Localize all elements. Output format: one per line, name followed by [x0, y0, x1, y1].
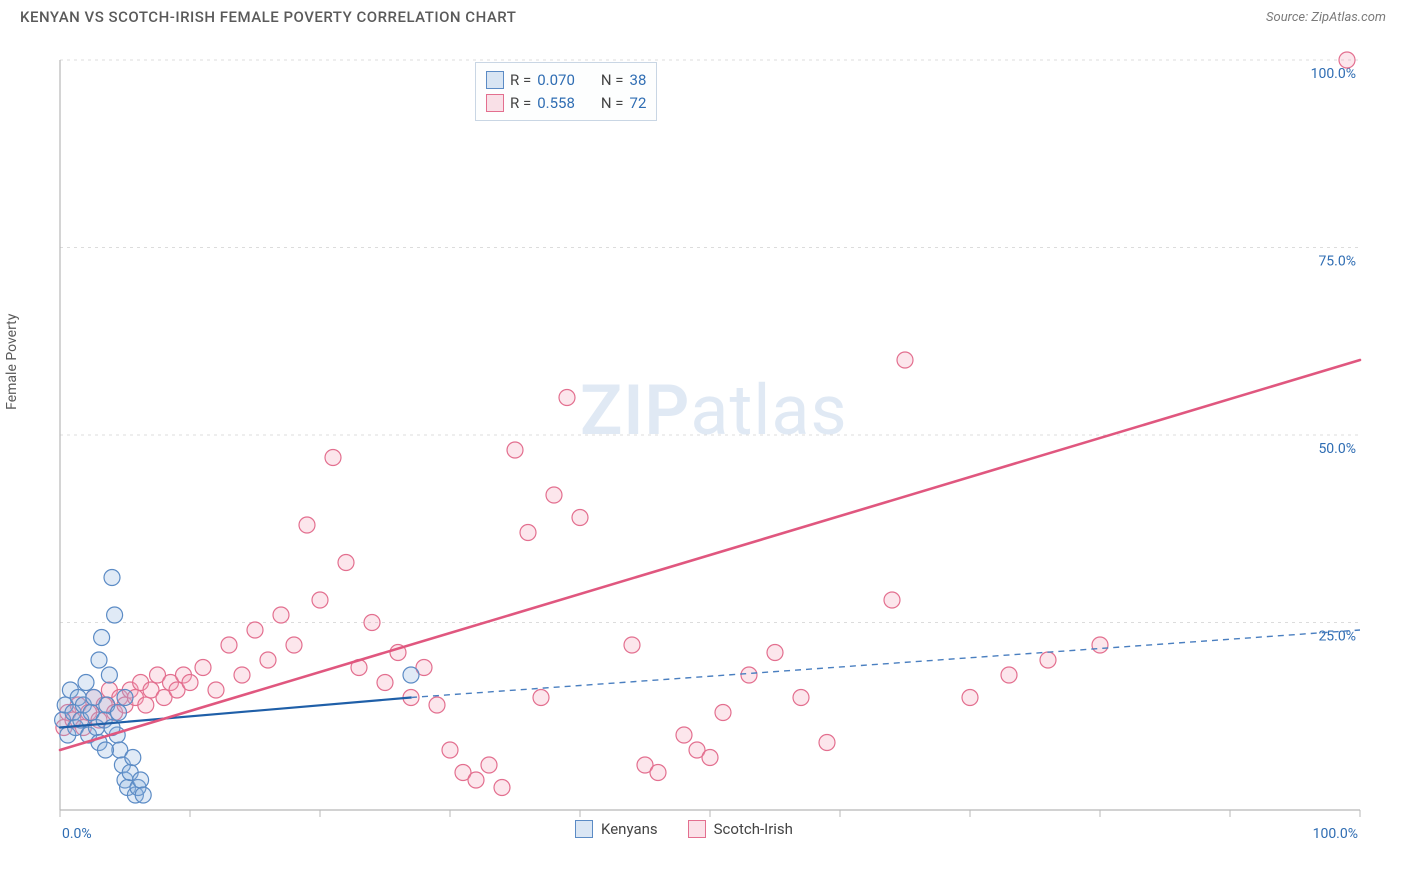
stats-legend: R = 0.070 N = 38 R = 0.558 N = 72: [475, 62, 657, 121]
n-value: 72: [630, 92, 647, 115]
legend-label: Kenyans: [601, 820, 658, 838]
svg-text:100.0%: 100.0%: [1311, 66, 1356, 82]
legend-item-scotch-irish: Scotch-Irish: [688, 820, 793, 838]
series-legend: Kenyans Scotch-Irish: [575, 820, 793, 838]
stats-row-scotch-irish: R = 0.558 N = 72: [486, 92, 646, 115]
scatter-chart: 25.0% 50.0% 75.0% 100.0% 0.0% 100.0%: [20, 40, 1386, 860]
page-title: KENYAN VS SCOTCH-IRISH FEMALE POVERTY CO…: [20, 8, 516, 26]
svg-text:75.0%: 75.0%: [1318, 254, 1356, 270]
legend-label: Scotch-Irish: [714, 820, 793, 838]
legend-swatch: [575, 820, 593, 838]
legend-swatch: [486, 71, 504, 89]
r-label: R =: [510, 92, 531, 115]
svg-text:0.0%: 0.0%: [62, 826, 92, 842]
n-value: 38: [630, 69, 647, 92]
r-value: 0.070: [537, 69, 575, 92]
n-label: N =: [601, 92, 624, 115]
chart-container: Female Poverty 25.0%50.0%75.0%100.0%0.0%…: [20, 40, 1386, 860]
legend-swatch: [486, 94, 504, 112]
source-credit: Source: ZipAtlas.com: [1266, 10, 1386, 25]
legend-item-kenyans: Kenyans: [575, 820, 658, 838]
n-label: N =: [601, 69, 624, 92]
stats-row-kenyans: R = 0.070 N = 38: [486, 69, 646, 92]
legend-swatch: [688, 820, 706, 838]
r-value: 0.558: [537, 92, 575, 115]
y-axis-label: Female Poverty: [4, 314, 20, 410]
svg-text:25.0%: 25.0%: [1318, 629, 1356, 645]
r-label: R =: [510, 69, 531, 92]
svg-text:50.0%: 50.0%: [1318, 441, 1356, 457]
svg-text:100.0%: 100.0%: [1313, 826, 1358, 842]
